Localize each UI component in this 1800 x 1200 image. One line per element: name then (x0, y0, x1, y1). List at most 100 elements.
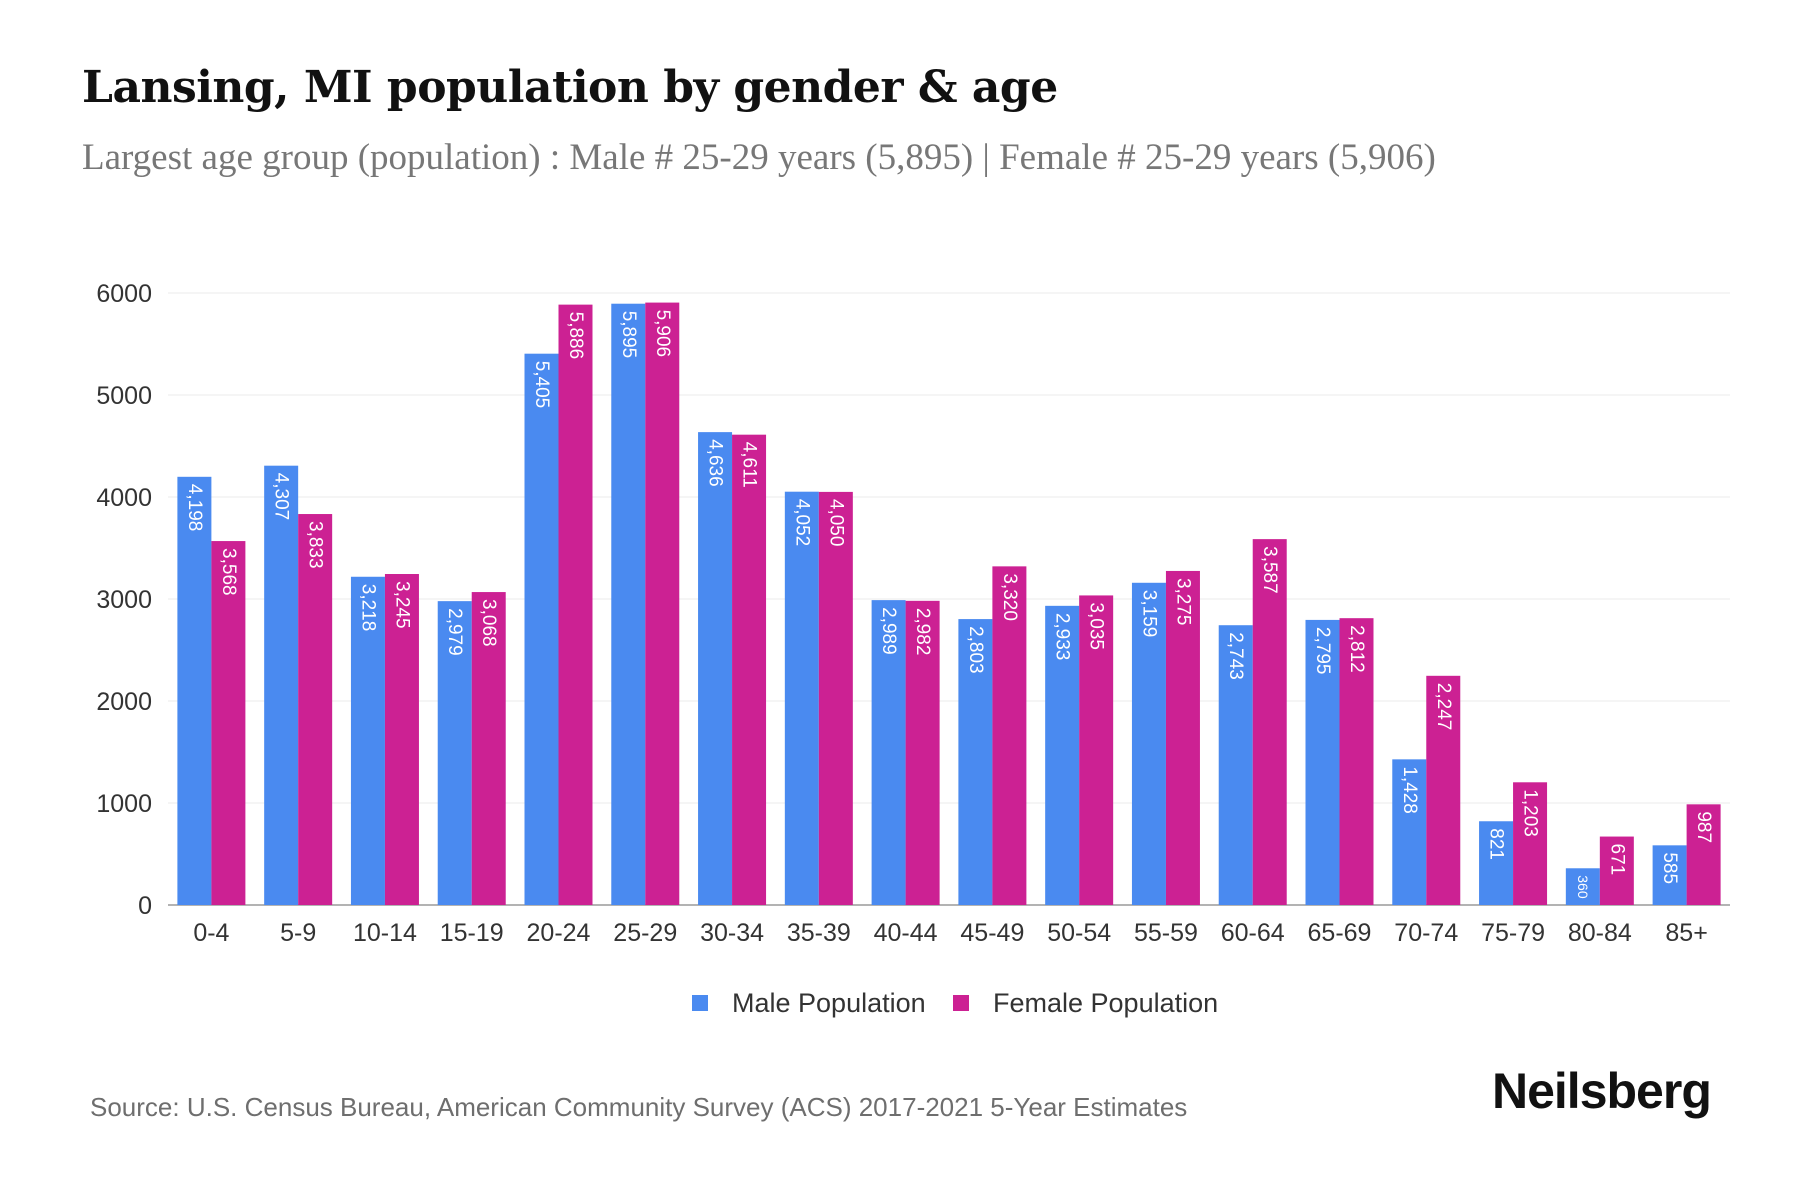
bar-female (645, 302, 680, 905)
x-tick-label: 5-9 (280, 919, 316, 947)
bar-female (818, 491, 853, 905)
x-tick-label: 25-29 (613, 919, 677, 947)
x-tick-label: 85+ (1665, 919, 1707, 947)
x-tick-label: 60-64 (1221, 919, 1285, 947)
data-label: 2,933 (1052, 613, 1073, 661)
y-tick-label: 3000 (96, 586, 152, 614)
x-tick-label: 0-4 (193, 919, 229, 947)
legend-label-female: Female Population (993, 988, 1218, 1018)
data-label: 5,895 (618, 311, 639, 359)
data-label: 2,247 (1433, 683, 1454, 731)
x-tick-label: 70-74 (1394, 919, 1458, 947)
x-tick-label: 10-14 (353, 919, 417, 947)
bar-male (1218, 625, 1253, 905)
data-label: 1,203 (1520, 789, 1541, 837)
legend-swatch-male (692, 995, 708, 1011)
data-label: 2,989 (878, 607, 899, 655)
data-label: 5,405 (531, 361, 552, 409)
data-label: 4,050 (825, 499, 846, 547)
bar-female (1165, 570, 1200, 905)
brand-logo: Neilsberg (1492, 1063, 1712, 1119)
bar-male (611, 303, 646, 906)
data-label: 3,068 (478, 599, 499, 647)
data-label: 2,743 (1225, 632, 1246, 680)
bar-male (1652, 845, 1687, 905)
bar-male (871, 600, 906, 905)
y-tick-label: 6000 (96, 280, 152, 308)
data-label: 1,428 (1399, 766, 1420, 814)
data-label: 3,245 (391, 581, 412, 629)
data-label: 2,803 (965, 626, 986, 674)
data-label: 3,159 (1138, 590, 1159, 638)
data-label: 4,636 (705, 439, 726, 487)
x-tick-label: 20-24 (527, 919, 591, 947)
bar-male (1131, 582, 1166, 905)
x-tick-label: 65-69 (1308, 919, 1372, 947)
y-tick-label: 2000 (96, 688, 152, 716)
data-label: 3,568 (218, 548, 239, 596)
bar-female (211, 541, 246, 905)
x-tick-label: 30-34 (700, 919, 764, 947)
bar-male (264, 465, 299, 905)
bar-female (1339, 618, 1374, 905)
bar-male (1305, 619, 1340, 905)
data-label: 585 (1659, 852, 1680, 884)
bar-female (732, 434, 767, 905)
bar-female (1513, 782, 1548, 905)
chart-subtitle: Largest age group (population) : Male # … (82, 137, 1436, 178)
legend-label-male: Male Population (732, 988, 926, 1018)
chart-title: Lansing, MI population by gender & age (82, 62, 1058, 113)
y-tick-label: 0 (138, 892, 152, 920)
data-label: 4,052 (791, 499, 812, 547)
data-label: 987 (1693, 811, 1714, 843)
x-tick-label: 35-39 (787, 919, 851, 947)
data-label: 4,307 (271, 473, 292, 521)
data-label: 821 (1486, 828, 1507, 860)
legend-swatch-female (953, 995, 969, 1011)
data-label: 5,886 (565, 312, 586, 360)
x-tick-label: 45-49 (960, 919, 1024, 947)
data-label: 3,275 (1172, 578, 1193, 626)
data-label: 3,587 (1259, 546, 1280, 594)
x-tick-label: 80-84 (1568, 919, 1632, 947)
bar-female (1252, 539, 1287, 905)
x-tick-label: 55-59 (1134, 919, 1198, 947)
bar-male (1045, 605, 1080, 905)
bar-female (1079, 595, 1114, 905)
bar-chart: 0 1000 2000 3000 4000 5000 6000 4,198 3,568 0-4 4,… (96, 280, 1730, 1018)
bar-male (524, 353, 559, 905)
bar-female (384, 574, 419, 905)
data-label: 2,982 (912, 608, 933, 656)
bar-male (698, 432, 733, 905)
data-label: 2,795 (1312, 627, 1333, 675)
data-label: 3,833 (305, 521, 326, 569)
bar-male (958, 619, 993, 905)
bar-female (1686, 804, 1721, 905)
data-label: 2,979 (444, 608, 465, 656)
data-label: 3,218 (357, 584, 378, 632)
data-label: 2,812 (1346, 625, 1367, 673)
data-label: 671 (1606, 844, 1627, 876)
bar-female (992, 566, 1027, 905)
bar-male (350, 576, 385, 905)
data-label: 4,198 (184, 484, 205, 532)
bar-male (437, 601, 472, 905)
y-tick-label: 4000 (96, 484, 152, 512)
data-label: 3,320 (999, 573, 1020, 621)
y-tick-label: 1000 (96, 790, 152, 818)
x-tick-label: 75-79 (1481, 919, 1545, 947)
x-tick-label: 40-44 (874, 919, 938, 947)
bar-female (905, 600, 940, 905)
data-label: 5,906 (652, 310, 673, 358)
bar-male (177, 476, 212, 905)
bar-female (1426, 675, 1461, 905)
y-tick-label: 5000 (96, 382, 152, 410)
bar-male (1479, 821, 1514, 905)
bar-female (298, 514, 333, 905)
bar-male (784, 491, 819, 905)
data-label: 3,035 (1086, 602, 1107, 650)
bar-male (1392, 759, 1427, 905)
bar-female (558, 304, 593, 905)
bar-male (1565, 868, 1600, 905)
bar-female (1599, 836, 1634, 905)
